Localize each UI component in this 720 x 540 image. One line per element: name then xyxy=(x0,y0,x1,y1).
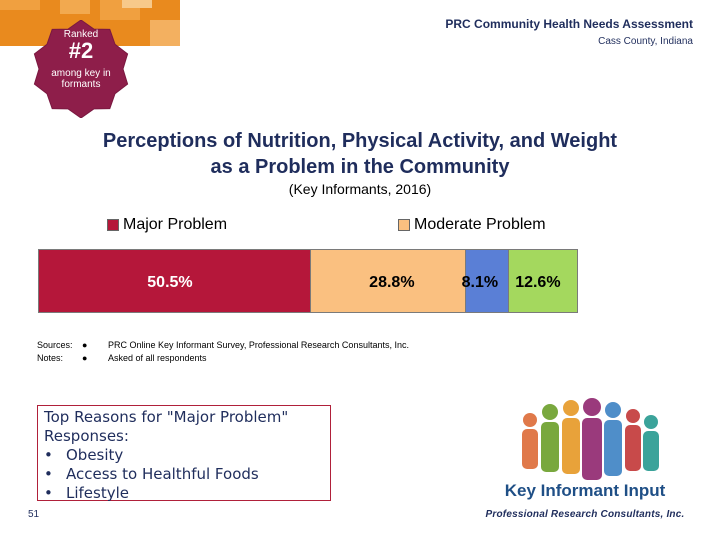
people-group-icon xyxy=(522,398,659,480)
reason-text: Access to Healthful Foods xyxy=(66,465,259,483)
legend-swatch-moderate xyxy=(398,219,410,231)
header-title: PRC Community Health Needs Assessment xyxy=(445,17,693,31)
bar-segment-4: 12.6% xyxy=(509,250,577,312)
decor-tile xyxy=(0,0,40,10)
bar-segment-2: 28.8% xyxy=(310,250,466,312)
notes-key: Notes: xyxy=(37,353,64,363)
top-reasons-box: Top Reasons for "Major Problem" Response… xyxy=(37,405,331,503)
sources-row: Sources: ● PRC Online Key Informant Surv… xyxy=(37,339,409,352)
list-item: • Access to Healthful Foods xyxy=(44,465,324,484)
badge-rank: #2 xyxy=(68,38,94,63)
reasons-heading: Top Reasons for "Major Problem" xyxy=(44,408,289,426)
decor-tile xyxy=(60,0,90,14)
person-icon xyxy=(562,400,580,474)
data-label: 12.6% xyxy=(515,274,561,291)
list-item: • Lifestyle xyxy=(44,484,324,503)
bullet-icon: • xyxy=(44,484,53,502)
source-notes: Sources: ● PRC Online Key Informant Surv… xyxy=(37,339,409,365)
bar-segment-1: 50.5% xyxy=(39,250,311,312)
page-subtitle: (Key Informants, 2016) xyxy=(288,181,432,197)
page-title: Perceptions of Nutrition, Physical Activ… xyxy=(60,128,660,180)
person-icon xyxy=(541,404,559,472)
legend-item-moderate: Moderate Problem xyxy=(398,216,546,234)
title-line-2: as a Problem in the Community xyxy=(210,156,510,178)
rank-badge: Ranked #2 among key informants xyxy=(32,20,130,118)
bullet-icon: • xyxy=(44,446,53,464)
data-label: 50.5% xyxy=(147,274,193,291)
decor-tile xyxy=(122,0,152,8)
notes-row: Notes: ● Asked of all respondents xyxy=(37,352,409,365)
reasons-heading-2: Responses: xyxy=(44,427,129,445)
notes-text: Asked of all respondents xyxy=(108,353,207,363)
prc-logo: Professional Research Consultants, Inc. xyxy=(485,509,685,520)
decor-tile xyxy=(150,20,180,46)
person-icon xyxy=(582,398,602,480)
bullet-icon: ● xyxy=(82,340,88,350)
legend-label-major: Major Problem xyxy=(123,216,228,233)
list-item: • Obesity xyxy=(44,446,324,465)
sources-text: PRC Online Key Informant Survey, Profess… xyxy=(108,340,409,350)
data-label: 8.1% xyxy=(461,274,499,291)
sources-key: Sources: xyxy=(37,340,73,350)
person-icon xyxy=(625,409,641,471)
bar-segment-3: 8.1% xyxy=(462,250,510,312)
reasons-list: • Obesity • Access to Healthful Foods • Lif… xyxy=(44,446,324,503)
page-number: 51 xyxy=(28,509,40,520)
reason-text: Obesity xyxy=(66,446,124,464)
key-informant-input-label: Key Informant Input xyxy=(504,481,666,500)
person-icon xyxy=(522,413,538,469)
data-label: 28.8% xyxy=(369,274,415,291)
badge-seal-icon xyxy=(33,20,129,118)
person-icon xyxy=(643,415,659,471)
badge-subtext: among key informants xyxy=(51,68,111,90)
badge-ranked-label: Ranked xyxy=(63,29,99,40)
bullet-icon: • xyxy=(44,465,53,483)
legend-item-major: Major Problem xyxy=(107,216,227,234)
bullet-icon: ● xyxy=(82,353,88,363)
legend-label-moderate: Moderate Problem xyxy=(414,216,546,233)
reason-text: Lifestyle xyxy=(66,484,130,502)
person-icon xyxy=(604,402,622,476)
title-line-1: Perceptions of Nutrition, Physical Activ… xyxy=(102,130,618,152)
legend-swatch-major xyxy=(107,219,119,231)
header-location: Cass County, Indiana xyxy=(598,36,693,47)
stacked-bar-chart: 50.5% 28.8% 8.1% 12.6% xyxy=(38,249,578,313)
